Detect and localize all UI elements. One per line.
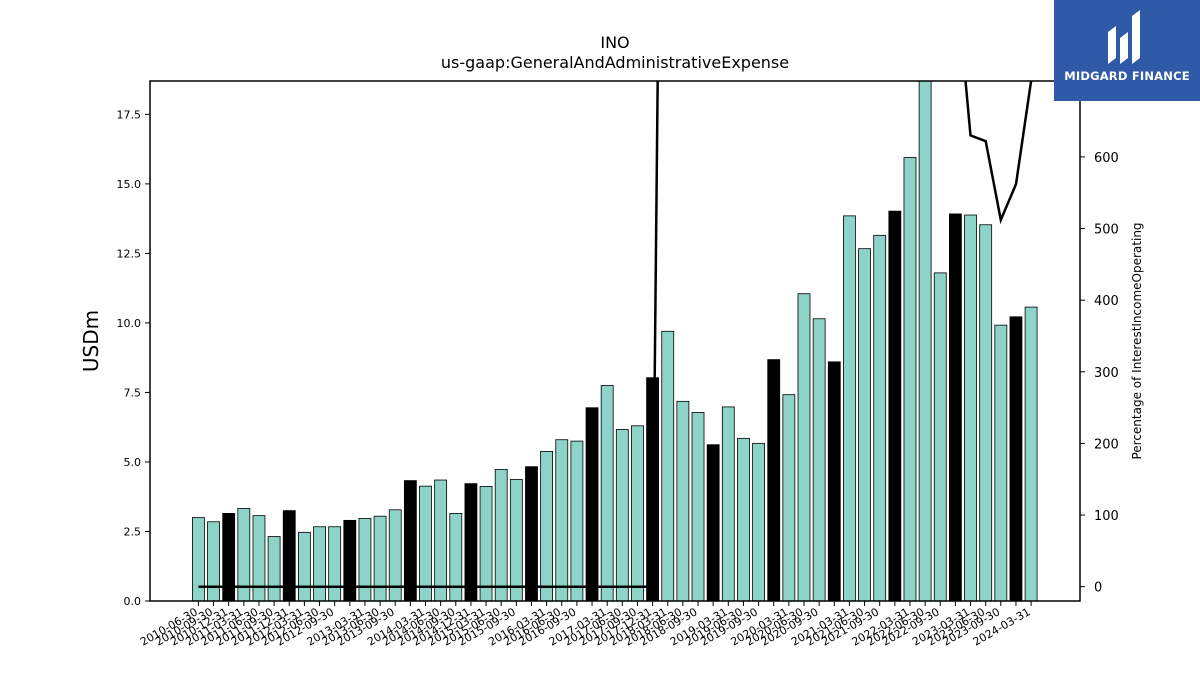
y-tick-label: 15.0	[117, 178, 142, 191]
bar-2022-09-30	[933, 272, 947, 601]
bar-2013-12-31	[403, 480, 417, 601]
bar-2012-03-31	[297, 531, 311, 601]
bar-2021-06-30	[858, 248, 871, 601]
bar-2017-03-31	[600, 385, 614, 601]
y-tick-label: 17.5	[117, 108, 142, 121]
bar-2023-09-30	[994, 324, 1008, 601]
bar-2010-06-30	[191, 517, 205, 601]
bar-2023-12-31	[1009, 316, 1023, 601]
y2-tick-label: 600	[1094, 151, 1119, 166]
y-tick-label: 0.0	[124, 595, 142, 608]
chart-title: INO	[600, 33, 629, 52]
y2-axis: 0 100 200 300 400 500 600	[1080, 151, 1119, 596]
bar-2021-03-31	[843, 215, 856, 601]
bar-2016-03-31	[540, 450, 554, 601]
y-axis-label: USDm	[79, 310, 103, 372]
y2-tick-label: 100	[1094, 509, 1119, 524]
bar-2019-03-31	[721, 406, 735, 601]
bar-2012-12-31	[343, 519, 357, 601]
bar-2013-09-30	[388, 509, 402, 601]
bar-2013-06-30	[373, 515, 387, 601]
bar-2015-09-30	[509, 479, 523, 601]
bar-2016-09-30	[570, 440, 584, 601]
bar-2021-12-31	[888, 210, 902, 601]
y-tick-label: 12.5	[117, 247, 142, 260]
bar-2020-12-31	[827, 361, 841, 601]
bar-2011-12-31	[282, 510, 296, 601]
bar-2022-03-31	[903, 157, 917, 601]
y-tick-label: 10.0	[117, 317, 142, 330]
bar-2015-06-30	[494, 469, 508, 601]
midgard-logo-icon	[1108, 10, 1140, 64]
bar-2018-12-31	[706, 444, 720, 601]
bar-2013-03-31	[358, 518, 372, 601]
bar-2010-12-31	[222, 513, 236, 601]
bar-2016-12-31	[585, 407, 599, 601]
chart-subtitle: us-gaap:GeneralAndAdministrativeExpense	[441, 53, 789, 72]
bar-2015-12-31	[525, 466, 538, 601]
bar-2012-09-30	[328, 526, 342, 601]
bar-2019-12-31	[767, 359, 781, 601]
y-tick-label: 7.5	[124, 386, 142, 399]
y2-tick-label: 400	[1094, 294, 1119, 309]
bar-2018-09-30	[691, 412, 705, 601]
brand-logo: MIDGARD FINANCE	[1054, 0, 1200, 101]
y2-tick-label: 200	[1094, 437, 1119, 452]
y-tick-label: 5.0	[124, 456, 142, 469]
bar-2018-03-31	[661, 330, 675, 601]
bar-2011-06-30	[252, 515, 266, 601]
bar-2020-03-31	[782, 394, 796, 601]
brand-name: MIDGARD FINANCE	[1064, 69, 1190, 83]
bar-2018-06-30	[676, 400, 690, 601]
x-axis: 2010-06-302010-09-302010-12-312011-03-31…	[138, 601, 1033, 649]
bar-2010-09-30	[207, 521, 220, 601]
bar-2020-06-30	[797, 293, 811, 601]
bar-2022-06-30	[918, 81, 932, 601]
bar-2011-09-30	[267, 536, 281, 601]
y2-axis-label: Percentage of InterestIncomeOperating	[1130, 222, 1144, 459]
bar-2014-12-31	[464, 483, 478, 601]
bar-2023-03-31	[964, 214, 977, 601]
bar-2014-03-31	[419, 485, 432, 601]
line-segment-0	[198, 81, 659, 588]
bar-2015-03-31	[479, 486, 493, 601]
bar-2019-06-30	[737, 437, 750, 601]
y-tick-label: 2.5	[124, 525, 142, 538]
y2-tick-label: 500	[1094, 223, 1119, 238]
y2-tick-label: 300	[1094, 366, 1119, 381]
bar-2014-06-30	[434, 479, 448, 601]
bar-2014-09-30	[449, 513, 463, 601]
line-series	[198, 81, 1033, 588]
bar-2016-06-30	[555, 439, 569, 601]
bar-2017-06-30	[615, 429, 629, 601]
bar-2021-09-30	[873, 234, 887, 601]
bar-2020-09-30	[812, 318, 826, 601]
bar-2012-06-30	[313, 526, 326, 601]
bar-2017-09-30	[631, 425, 644, 601]
bar-2024-03-31	[1024, 306, 1038, 601]
y-axis: 0.0 2.5 5.0 7.5 10.0 12.5 15.0 17.5	[117, 108, 150, 608]
bar-2023-06-30	[979, 224, 993, 601]
bar-2022-12-31	[949, 213, 962, 601]
bar-2019-09-30	[752, 442, 765, 601]
bar-series	[191, 81, 1038, 601]
line-segment-1	[964, 81, 1033, 225]
plot-frame	[149, 80, 1081, 602]
y2-tick-label: 0	[1094, 581, 1102, 596]
